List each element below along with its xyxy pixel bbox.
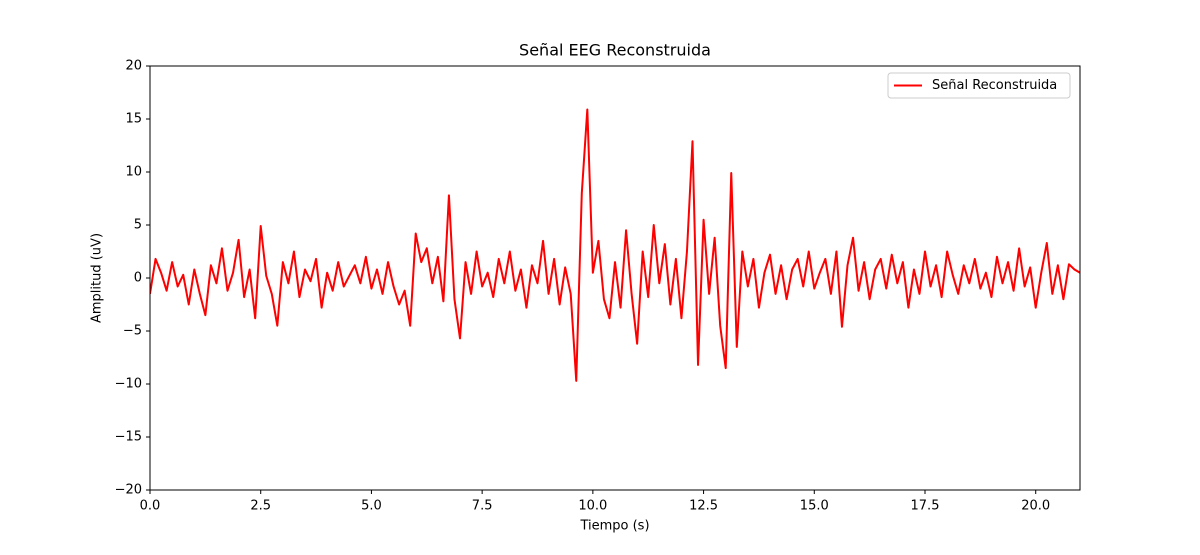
plot-frame <box>149 65 1081 491</box>
legend-box <box>887 72 1071 99</box>
y-tick-label: 0 <box>134 271 142 286</box>
x-tick-label: 12.5 <box>689 499 718 514</box>
x-tick-label: 10.0 <box>578 499 607 514</box>
x-tick-label: 0.0 <box>140 499 161 514</box>
x-tick-label: 17.5 <box>911 499 940 514</box>
y-tick-label: 15 <box>125 112 142 127</box>
x-tick-label: 5.0 <box>361 499 382 514</box>
x-tick-label: 20.0 <box>1021 499 1050 514</box>
x-tick-label: 2.5 <box>250 499 271 514</box>
y-tick-label: 5 <box>134 218 142 233</box>
y-tick-label: 10 <box>125 165 142 180</box>
y-tick-label: −15 <box>115 430 142 445</box>
x-tick-label: 15.0 <box>800 499 829 514</box>
y-axis-label: Amplitud (uV) <box>90 233 105 323</box>
legend-label: Señal Reconstruida <box>932 78 1057 93</box>
y-tick-label: −20 <box>115 483 142 498</box>
y-tick-label: −10 <box>115 377 142 392</box>
y-tick-label: −5 <box>123 324 142 339</box>
x-axis-label: Tiempo (s) <box>579 519 649 534</box>
chart-title: Señal EEG Reconstruida <box>519 41 711 60</box>
line-series <box>150 108 1080 382</box>
x-tick-label: 7.5 <box>472 499 493 514</box>
y-tick-label: 20 <box>125 59 142 74</box>
